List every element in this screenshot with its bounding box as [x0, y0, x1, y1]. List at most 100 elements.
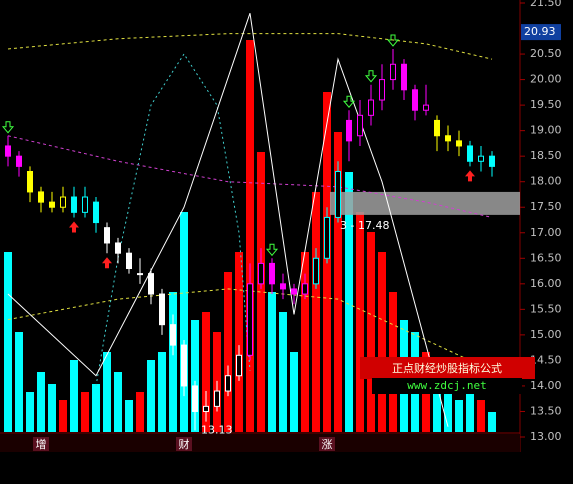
candle-body — [456, 140, 462, 147]
y-tick-label: 18.50 — [530, 149, 562, 162]
volume-bar — [92, 384, 100, 432]
y-tick-label: 17.50 — [530, 200, 562, 213]
volume-bar — [158, 352, 166, 432]
watermark-title: 正点财经炒股指标公式 — [392, 361, 502, 375]
volume-bar — [136, 392, 144, 432]
volume-bar — [378, 252, 386, 432]
y-tick-label: 13.50 — [530, 404, 562, 417]
candle-body — [467, 145, 473, 162]
candle-body — [445, 135, 451, 142]
candle-body — [225, 375, 231, 392]
candle-body — [214, 390, 220, 407]
volume-bar — [356, 212, 364, 432]
volume-bar — [345, 172, 353, 432]
candle-body — [390, 63, 396, 81]
candle-body — [346, 119, 352, 142]
volume-bar — [312, 192, 320, 432]
candle-body — [434, 119, 440, 137]
y-tick-label: 16.00 — [530, 277, 562, 290]
indicator-line — [7, 13, 449, 427]
volume-bar — [70, 360, 78, 432]
candle-body — [412, 89, 418, 111]
candle-body — [269, 262, 275, 285]
marker-box — [319, 437, 335, 451]
marker-label: 涨 — [322, 438, 333, 451]
candle-body — [137, 273, 143, 276]
candle-body — [126, 252, 132, 270]
volume-bar — [279, 312, 287, 432]
candle-body — [82, 196, 88, 213]
candle-body — [478, 155, 484, 162]
marker-box — [33, 437, 49, 451]
candle-body — [335, 170, 341, 218]
volume-bar — [26, 392, 34, 432]
candle-body — [60, 196, 66, 208]
y-tick-label: 14.00 — [530, 379, 562, 392]
volume-bar — [81, 392, 89, 432]
candle-body — [489, 155, 495, 167]
candle-body — [49, 201, 55, 208]
candle-body — [357, 114, 363, 137]
volume-bar — [114, 372, 122, 432]
marker-box — [176, 437, 192, 451]
volume-bar — [15, 332, 23, 432]
volume-bar — [433, 372, 441, 432]
y-tick-label: 15.00 — [530, 328, 562, 341]
buy-arrow — [102, 257, 112, 269]
watermark-url: www.zdcj.net — [407, 379, 486, 392]
volume-bar — [125, 400, 133, 432]
volume-bar — [202, 312, 210, 432]
candle-body — [115, 242, 121, 254]
candle-body — [104, 227, 110, 244]
sell-arrow — [364, 70, 378, 83]
candle-body — [280, 283, 286, 290]
volume-bar — [466, 384, 474, 432]
candle-body — [38, 191, 44, 203]
y-tick-label: 21.50 — [530, 0, 562, 9]
watermark-url-box — [372, 378, 522, 394]
volume-bar — [59, 400, 67, 432]
candle-body — [181, 344, 187, 387]
y-tick-label: 15.50 — [530, 302, 562, 315]
candle-body — [236, 354, 242, 377]
candle-body — [368, 99, 374, 116]
candle-body — [159, 293, 165, 326]
sell-arrow — [265, 243, 279, 257]
y-tick-label: 20.50 — [530, 47, 562, 60]
candle-body — [148, 273, 154, 295]
highlight-label: 3 - 17.48 — [340, 219, 389, 232]
y-tick-label: 18.00 — [530, 175, 562, 188]
marker-label: 财 — [179, 437, 190, 451]
y-tick-label: 17.00 — [530, 226, 562, 239]
candle-body — [379, 79, 385, 101]
volume-bar — [290, 352, 298, 432]
candle-body — [192, 385, 198, 412]
y-tick-label: 20.00 — [530, 73, 562, 86]
volume-bar — [180, 212, 188, 432]
candle-body — [170, 324, 176, 346]
marker-strip — [0, 434, 520, 452]
candle-body — [5, 145, 11, 157]
candle-body — [313, 257, 319, 285]
volume-bar — [488, 412, 496, 432]
candle-body — [203, 405, 209, 412]
volume-bar — [367, 232, 375, 432]
candle-body — [258, 262, 264, 285]
volume-bar — [334, 132, 342, 432]
sell-arrow — [342, 95, 356, 109]
y-tick-label: 14.50 — [530, 353, 562, 366]
current-price-box — [521, 24, 561, 41]
candle-body — [247, 283, 253, 356]
candle-body — [291, 288, 297, 295]
volume-bar — [257, 152, 265, 432]
volume-bar — [444, 392, 452, 432]
y-tick-label: 19.00 — [530, 124, 562, 137]
low-label: 13.13 — [201, 423, 233, 436]
marker-label: 增 — [36, 437, 47, 451]
candle-body — [401, 63, 407, 91]
candle-body — [27, 170, 33, 193]
y-tick-label: 16.50 — [530, 251, 562, 264]
volume-bar — [48, 384, 56, 432]
